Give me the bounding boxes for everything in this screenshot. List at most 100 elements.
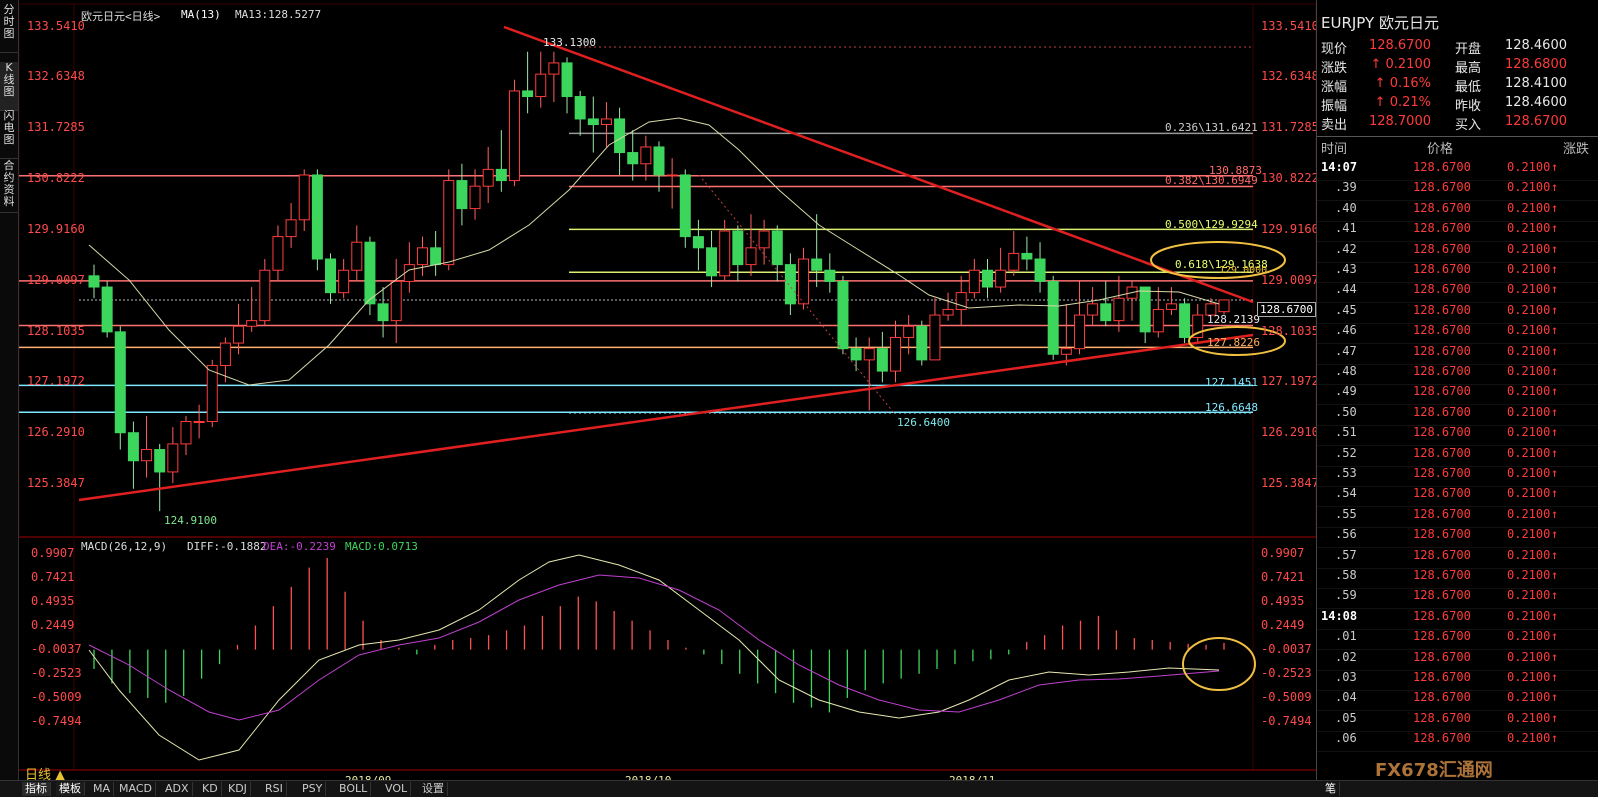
candle-body (600, 118, 612, 126)
bottom-tab-adx[interactable]: ADX (162, 782, 193, 796)
candle-body (1139, 286, 1151, 333)
low-label-1: 124.9100 (164, 514, 217, 527)
period-selector[interactable]: 日线 ▲ (25, 764, 65, 783)
left-tab-bar: 分时图 K线图 闪电图 合约资料 (0, 0, 19, 780)
tick-price: 128.6700 (1413, 466, 1471, 480)
quote-value: 128.4600 (1504, 95, 1567, 110)
tick-price: 128.6700 (1413, 323, 1471, 338)
up-arrow-icon: ↑ (1551, 629, 1559, 644)
tick-row: .01 128.6700 0.2100 ↑ (1317, 629, 1598, 651)
candle-body (219, 342, 231, 366)
up-arrow-icon: ↑ (1551, 384, 1559, 399)
candle-body (88, 275, 100, 288)
up-arrow-icon: ↑ (1551, 262, 1559, 276)
up-arrow-icon: ↑ (1551, 445, 1559, 460)
kline-svg[interactable] (19, 0, 1316, 780)
macd-axis-left-label: 0.2449 (31, 618, 75, 632)
quote-label: 买入 (1455, 118, 1482, 133)
bottom-tab-设置[interactable]: 设置 (419, 782, 448, 796)
tick-price: 128.6700 (1413, 445, 1471, 460)
tick-change: 0.2100 (1507, 404, 1551, 419)
bottom-right-tab[interactable]: 笔 (1322, 782, 1340, 796)
up-arrow-icon: ↑ (1551, 710, 1559, 725)
macd-diff: DIFF:-0.1882 (187, 540, 267, 553)
candle-body (535, 73, 547, 98)
candle-body (679, 174, 691, 238)
up-arrow-icon: ↑ (1551, 282, 1559, 297)
tick-time: .54 (1335, 486, 1357, 501)
tick-price: 128.6700 (1413, 731, 1471, 746)
bottom-tab-kd[interactable]: KD (199, 782, 222, 796)
candle-body (1008, 252, 1020, 271)
macd-dea-line (88, 574, 1220, 721)
tab-timeshare[interactable]: 分时图 (0, 4, 18, 53)
candle-body (561, 62, 573, 98)
ma13-line (88, 117, 1220, 386)
tick-time: .05 (1335, 710, 1357, 725)
candle-body (640, 146, 652, 165)
tick-change: 0.2100 (1507, 568, 1551, 582)
tick-price: 128.6700 (1413, 180, 1471, 195)
price-axis-right-label: 133.5410 (1261, 19, 1319, 33)
macd-diff-line (88, 554, 1220, 761)
tab-flash-chart[interactable]: 闪电图 (0, 110, 18, 159)
tick-price: 128.6700 (1413, 670, 1471, 684)
bottom-tab-vol[interactable]: VOL (382, 782, 412, 796)
bottom-tab-boll[interactable]: BOLL (336, 782, 372, 796)
bottom-tab-模板[interactable]: 模板 (56, 782, 85, 796)
candle-body (1205, 303, 1217, 316)
tick-price: 128.6700 (1413, 384, 1471, 399)
macd-dea: DEA:-0.2239 (263, 540, 336, 553)
ma-value: MA13:128.5277 (235, 8, 322, 21)
candle-body (495, 168, 507, 182)
tick-time: .41 (1335, 221, 1357, 236)
tick-change: 0.2100 (1507, 384, 1551, 399)
tick-time: .45 (1335, 302, 1357, 317)
kline-chart-area[interactable]: 欧元日元<日线> MA(13) MA13:128.5277 133.5410 13… (19, 0, 1319, 787)
quote-label: 昨收 (1455, 99, 1482, 114)
candle-body (482, 168, 494, 187)
tick-change: 0.2100 (1507, 282, 1551, 297)
tick-time: .46 (1335, 323, 1357, 338)
price-axis-right-label: 129.9160 (1261, 222, 1319, 236)
bottom-tab-macd[interactable]: MACD (116, 782, 156, 796)
price-axis-right-label: 126.2910 (1261, 425, 1319, 439)
candle-body (1113, 297, 1125, 322)
quote-value: 128.7000 (1368, 114, 1431, 129)
bottom-tab-指标[interactable]: 指标 (22, 782, 51, 796)
candle-body (1192, 314, 1204, 338)
tab-contract-info[interactable]: 合约资料 (0, 160, 18, 213)
candle-body (837, 280, 849, 350)
macd-axis-left-label: -0.2523 (31, 666, 82, 680)
macd-axis-left-label: -0.5009 (31, 690, 82, 704)
tick-row: .57 128.6700 0.2100 ↑ (1317, 548, 1598, 569)
candle-body (206, 364, 218, 423)
tick-price: 128.6700 (1413, 710, 1471, 725)
candle-body (811, 258, 823, 271)
candle-body (298, 174, 310, 221)
bottom-tab-ma[interactable]: MA (90, 782, 115, 796)
tick-row: .53 128.6700 0.2100 ↑ (1317, 466, 1598, 487)
candle-body (127, 432, 139, 462)
bottom-tab-rsi[interactable]: RSI (262, 782, 287, 796)
quote-divider (1317, 136, 1598, 137)
low-label-2: 126.6400 (897, 416, 950, 429)
price-axis-left-label: 129.0097 (27, 273, 85, 287)
candle-body (666, 174, 678, 177)
up-arrow-icon: ↑ (1551, 364, 1559, 378)
candle-body (522, 90, 534, 98)
up-arrow-icon: ↑ (1551, 547, 1559, 562)
macd-axis-right-label: -0.7494 (1261, 714, 1312, 728)
candle-body (1179, 303, 1191, 338)
bottom-tab-kdj[interactable]: KDJ (225, 782, 251, 796)
candle-body (285, 219, 297, 238)
tick-change: 0.2100 (1507, 364, 1551, 378)
fib-382-label: 0.382\130.6949 (1165, 174, 1258, 187)
tick-row: .54 128.6700 0.2100 ↑ (1317, 486, 1598, 508)
candle-body (574, 96, 586, 120)
quote-label: 最高 (1455, 61, 1482, 76)
bottom-tab-psy[interactable]: PSY (299, 782, 327, 796)
candle-body (167, 443, 179, 473)
tick-row: .56 128.6700 0.2100 ↑ (1317, 527, 1598, 549)
tab-kline[interactable]: K线图 (0, 62, 18, 111)
